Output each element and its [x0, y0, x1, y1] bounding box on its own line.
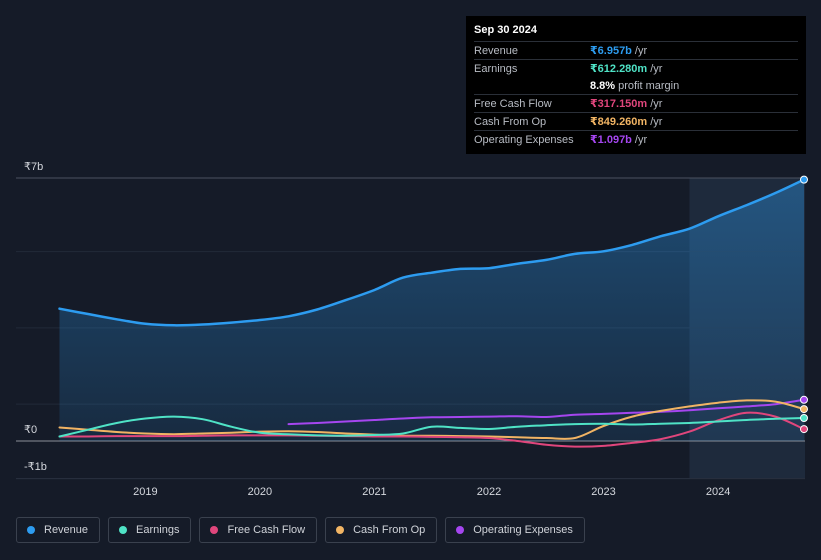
- x-tick-label: 2023: [591, 486, 615, 498]
- legend-label: Earnings: [136, 524, 180, 536]
- series-line-cash-from-op: [58, 399, 805, 440]
- end-markers: [800, 175, 808, 434]
- tooltip-row-value: ₹849.260m: [590, 116, 648, 128]
- tooltip-row-unit: profit margin: [618, 79, 680, 92]
- legend-dot-icon: [27, 526, 35, 534]
- x-tick-label: 2024: [706, 486, 730, 498]
- legend-item-operating-expenses[interactable]: Operating Expenses: [445, 517, 585, 543]
- tooltip-row-label: Revenue: [474, 44, 519, 57]
- end-marker-free-cash-flow: [800, 425, 808, 434]
- x-tick-label: 2021: [362, 486, 386, 498]
- data-tooltip: Sep 30 2024 Revenue ₹6.957b/yr Earnings ₹61…: [466, 16, 806, 154]
- tooltip-row-unit: /yr: [650, 115, 663, 128]
- legend-item-cash-from-op[interactable]: Cash From Op: [325, 517, 438, 543]
- tooltip-row-label: Free Cash Flow: [474, 97, 552, 110]
- end-marker-revenue: [800, 175, 808, 184]
- tooltip-row-label: Operating Expenses: [474, 133, 574, 146]
- tooltip-row-unit: /yr: [634, 44, 648, 57]
- tooltip-row-unit: /yr: [650, 97, 663, 110]
- tooltip-row-label: Cash From Op: [474, 115, 547, 128]
- end-marker-earnings: [800, 414, 808, 423]
- legend-dot-icon: [456, 526, 465, 534]
- tooltip-row: Free Cash Flow ₹317.150m/yr: [474, 94, 798, 112]
- legend-label: Revenue: [44, 524, 89, 536]
- legend-label: Free Cash Flow: [227, 524, 306, 536]
- tooltip-row: Revenue ₹6.957b/yr: [474, 41, 798, 59]
- series-line-revenue: [58, 178, 806, 327]
- y-label-bottom: -₹1b: [24, 461, 47, 473]
- tooltip-rows: Revenue ₹6.957b/yr Earnings ₹612.280m/yr 8.8…: [474, 41, 798, 148]
- series-line-free-cash-flow: [58, 411, 805, 448]
- x-tick-labels: 2019 2020 2021 2022 2023 2024: [133, 486, 730, 498]
- tooltip-row: Cash From Op ₹849.260m/yr: [474, 112, 798, 130]
- series-line-earnings: [58, 415, 805, 438]
- tooltip-row-label: Earnings: [474, 62, 518, 75]
- axis-labels: ₹7b ₹0 -₹1b: [24, 161, 47, 473]
- x-tick-label: 2019: [133, 486, 157, 498]
- legend-item-revenue[interactable]: Revenue: [16, 517, 101, 543]
- tooltip-row: Operating Expenses ₹1.097b/yr: [474, 130, 798, 148]
- y-label-top: ₹7b: [24, 161, 43, 173]
- x-tick-label: 2020: [248, 486, 272, 498]
- end-marker-cash-from-op: [800, 405, 808, 414]
- tooltip-row-value: ₹6.957b: [590, 45, 632, 57]
- tooltip-row-value: ₹317.150m: [590, 98, 648, 110]
- tooltip-row-value: 8.8%: [590, 79, 616, 92]
- tooltip-row: Earnings ₹612.280m/yr: [474, 59, 798, 77]
- end-marker-operating-expenses: [800, 395, 808, 404]
- legend-item-free-cash-flow[interactable]: Free Cash Flow: [199, 517, 318, 543]
- legend-label: Cash From Op: [353, 524, 426, 536]
- tooltip-date: Sep 30 2024: [474, 24, 537, 36]
- x-tick-label: 2022: [477, 486, 501, 498]
- chart-legend: Revenue Earnings Free Cash Flow Cash From O…: [16, 517, 585, 545]
- tooltip-row-value: ₹1.097b: [590, 134, 632, 146]
- legend-label: Operating Expenses: [473, 524, 573, 536]
- tooltip-row-unit: /yr: [650, 62, 663, 75]
- legend-dot-icon: [119, 526, 128, 534]
- legend-dot-icon: [336, 526, 345, 534]
- tooltip-row: 8.8% profit margin: [474, 77, 798, 94]
- series-line-operating-expenses: [287, 398, 805, 426]
- tooltip-row-unit: /yr: [634, 133, 648, 146]
- series-layer: [58, 178, 806, 448]
- series-area-revenue: [59, 179, 804, 441]
- legend-dot-icon: [210, 526, 219, 534]
- y-label-zero: ₹0: [24, 424, 37, 436]
- legend-item-earnings[interactable]: Earnings: [108, 517, 192, 543]
- tooltip-row-value: ₹612.280m: [590, 63, 648, 75]
